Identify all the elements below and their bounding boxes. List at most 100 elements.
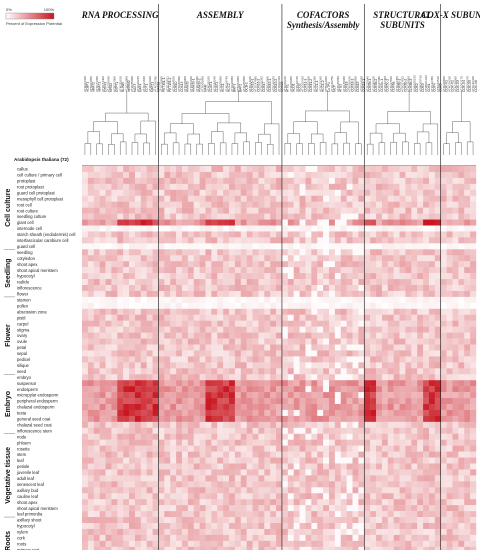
heatmap-cell [423, 237, 430, 244]
heatmap-cell [223, 457, 230, 464]
heatmap-cell [146, 386, 153, 393]
heatmap-cell [270, 374, 277, 381]
heatmap-cell [423, 308, 430, 315]
column-gene-label: COX11-1 [303, 79, 307, 92]
heatmap-cell [146, 332, 153, 339]
heatmap-cell [229, 356, 236, 363]
heatmap-cell [105, 493, 112, 500]
heatmap-cell [205, 350, 212, 357]
heatmap-cell [381, 481, 388, 488]
column-gene-label: MAT3 [133, 84, 137, 92]
heatmap-cell [87, 279, 94, 286]
heatmap-cell [264, 267, 271, 274]
heatmap-cell [317, 546, 324, 550]
heatmap-cell [293, 505, 300, 512]
heatmap-cell [146, 481, 153, 488]
heatmap-cell [276, 546, 283, 550]
heatmap-cell [376, 517, 383, 524]
heatmap-cell [93, 505, 100, 512]
heatmap-cell [117, 404, 124, 411]
dendrogram-branch [131, 142, 139, 155]
heatmap-cell [252, 523, 259, 530]
heatmap-cell [352, 475, 359, 482]
heatmap-cell [364, 219, 371, 226]
heatmap-cell [134, 362, 142, 369]
heatmap-cell [193, 290, 200, 298]
heatmap-cell [217, 243, 224, 250]
heatmap-cell [393, 499, 400, 506]
heatmap-cell [381, 439, 388, 446]
heatmap-cell [164, 213, 171, 220]
heatmap-cell [317, 267, 324, 274]
heatmap-cell [193, 213, 200, 220]
heatmap-cell [205, 314, 212, 321]
heatmap-cell [117, 517, 124, 524]
heatmap-cell [164, 404, 171, 411]
heatmap-cell [246, 213, 253, 220]
heatmap-cell [117, 314, 124, 321]
heatmap-cell [287, 255, 294, 262]
heatmap-cell [199, 368, 206, 375]
heatmap-cell [464, 267, 471, 274]
heatmap-cell [99, 243, 106, 250]
heatmap-cell [293, 487, 300, 494]
heatmap-cell [370, 350, 377, 357]
heatmap-cell [152, 409, 159, 417]
heatmap-cell [264, 308, 271, 315]
heatmap-cell [340, 302, 347, 309]
heatmap-cell [264, 231, 271, 238]
heatmap-cell [428, 237, 436, 244]
heatmap-cell [317, 308, 324, 315]
heatmap-cell [458, 213, 465, 220]
heatmap-cell [240, 457, 247, 464]
heatmap-cell [358, 243, 365, 250]
heatmap-cell [258, 320, 265, 327]
heatmap-cell [93, 386, 100, 393]
heatmap-cell [417, 296, 424, 304]
heatmap-cell [281, 374, 289, 381]
heatmap-cell [352, 166, 359, 173]
row-label: embryo [17, 375, 32, 380]
heatmap-cell [258, 201, 265, 208]
heatmap-cell [317, 213, 324, 220]
heatmap-cell [323, 326, 330, 333]
heatmap-cell [140, 457, 147, 464]
heatmap-cell [440, 332, 447, 339]
heatmap-cell [111, 166, 118, 173]
heatmap-cell [252, 493, 259, 500]
heatmap-cell [328, 415, 336, 423]
heatmap-cell [229, 308, 236, 315]
heatmap-cell [458, 463, 465, 470]
heatmap-cell [281, 243, 289, 250]
heatmap-cell [334, 386, 341, 393]
heatmap-cell [105, 171, 112, 179]
heatmap-cell [264, 540, 271, 547]
heatmap-cell [123, 398, 130, 405]
heatmap-cell [405, 523, 412, 530]
heatmap-cell [105, 546, 112, 550]
heatmap-cell [287, 475, 294, 482]
heatmap-cell [281, 409, 289, 417]
heatmap-cell [205, 421, 212, 428]
heatmap-cell [393, 433, 400, 440]
heatmap-cell [117, 273, 124, 280]
heatmap-cell [311, 534, 318, 542]
heatmap-cell [428, 505, 436, 512]
heatmap-cell [281, 326, 289, 333]
heatmap-cell [346, 445, 353, 452]
heatmap-cell [417, 528, 424, 536]
heatmap-cell [187, 326, 194, 333]
heatmap-cell [140, 166, 147, 173]
heatmap-cell [134, 439, 142, 446]
heatmap-cell [217, 469, 224, 476]
heatmap-cell [187, 415, 194, 423]
heatmap-cell [423, 207, 430, 214]
column-accession-label: AT1G22450 [430, 76, 434, 92]
heatmap-cell [458, 273, 465, 280]
heatmap-cell [352, 296, 359, 304]
heatmap-cell [217, 368, 224, 375]
heatmap-cell [311, 189, 318, 196]
heatmap-cell [170, 409, 177, 417]
heatmap-cell [276, 487, 283, 494]
heatmap-cell [317, 189, 324, 196]
